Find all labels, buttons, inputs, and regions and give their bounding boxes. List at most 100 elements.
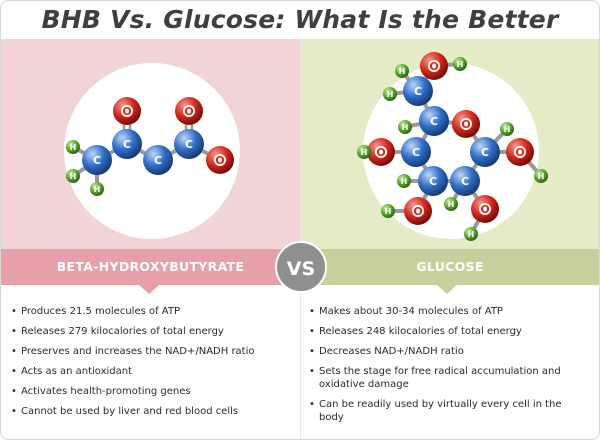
atom-label: H <box>361 148 368 157</box>
atom-label: C <box>185 138 193 151</box>
atom-label: O <box>515 146 524 159</box>
carbon-atom: C <box>82 145 112 175</box>
carbon-atom: C <box>450 166 480 196</box>
oxygen-atom: O <box>206 146 234 174</box>
atom-label: O <box>184 105 193 118</box>
atom-label: O <box>461 118 470 131</box>
bhb-fact-list: Produces 21.5 molecules of ATP Releases … <box>11 305 291 425</box>
list-item: Decreases NAD+/NADH ratio <box>309 345 589 358</box>
atom-label: O <box>122 105 131 118</box>
oxygen-atom: O <box>113 97 141 125</box>
hydrogen-atom: H <box>381 204 395 218</box>
atom-label: O <box>215 154 224 167</box>
list-item: Can be readily used by virtually every c… <box>309 398 589 424</box>
bhb-heading-pointer <box>139 285 159 294</box>
list-item: Produces 21.5 molecules of ATP <box>11 305 291 318</box>
atom-label: H <box>387 90 394 99</box>
hydrogen-atom: H <box>453 57 467 71</box>
atom-label: H <box>70 143 77 152</box>
carbon-atom: C <box>174 129 204 159</box>
list-item: Releases 279 kilocalories of total energ… <box>11 325 291 338</box>
atom-label: C <box>414 85 422 98</box>
atom-label: H <box>504 125 511 134</box>
oxygen-atom-center <box>183 105 195 117</box>
oxygen-atom: O <box>471 195 499 223</box>
atom-label: H <box>457 60 464 69</box>
atom-label: O <box>429 60 438 73</box>
hydrogen-atom: H <box>357 145 371 159</box>
atom-label: H <box>402 123 409 132</box>
atom-label: C <box>430 115 438 128</box>
oxygen-atom-center <box>375 146 387 158</box>
carbon-atom: C <box>112 129 142 159</box>
oxygen-atom: O <box>367 138 395 166</box>
hydrogen-atom: H <box>398 120 412 134</box>
bhb-heading: BETA-HYDROXYBUTYRATE <box>1 249 300 285</box>
list-item: Preserves and increases the NAD+/NADH ra… <box>11 345 291 358</box>
atom-label: H <box>538 172 545 181</box>
atom-label: C <box>429 175 437 188</box>
hydrogen-atom: H <box>66 169 80 183</box>
carbon-atom: C <box>401 137 431 167</box>
glucose-heading: GLUCOSE <box>301 249 599 285</box>
hydrogen-atom: H <box>534 169 548 183</box>
atom-label: H <box>385 207 392 216</box>
oxygen-atom-center <box>121 105 133 117</box>
carbon-atom: C <box>143 145 173 175</box>
carbon-atom: C <box>418 166 448 196</box>
bhb-molecule-panel: C C C C O O O H H H <box>1 39 300 249</box>
atom-label: O <box>376 146 385 159</box>
oxygen-atom-center <box>428 60 440 72</box>
hydrogen-atom: H <box>464 227 478 241</box>
list-item: Makes about 30-34 molecules of ATP <box>309 305 589 318</box>
list-item: Releases 248 kilocalories of total energ… <box>309 325 589 338</box>
oxygen-atom-center <box>460 118 472 130</box>
atom-label: C <box>93 154 101 167</box>
oxygen-atom-center <box>214 154 226 166</box>
glucose-fact-list: Makes about 30-34 molecules of ATP Relea… <box>309 305 589 431</box>
oxygen-atom: O <box>175 97 203 125</box>
atom-label: H <box>94 185 101 194</box>
oxygen-atom: O <box>452 110 480 138</box>
vs-badge: VS <box>275 241 327 293</box>
atom-label: C <box>461 175 469 188</box>
carbon-atom: C <box>419 106 449 136</box>
hydrogen-atom: H <box>90 182 104 196</box>
list-item: Sets the stage for free radical accumula… <box>309 365 589 391</box>
atom-label: C <box>412 146 420 159</box>
carbon-atom: C <box>403 76 433 106</box>
page-title: BHB Vs. Glucose: What Is the Better Fuel… <box>41 5 559 72</box>
oxygen-atom: O <box>404 197 432 225</box>
atom-label: O <box>480 203 489 216</box>
oxygen-atom-center <box>412 205 424 217</box>
list-item: Activates health-promoting genes <box>11 385 291 398</box>
hydrogen-atom: H <box>500 122 514 136</box>
atom-label: H <box>468 230 475 239</box>
hydrogen-atom: H <box>397 174 411 188</box>
atom-label: C <box>481 146 489 159</box>
oxygen-atom: O <box>506 138 534 166</box>
bhb-molecule-diagram: C C C C O O O H H H <box>66 97 234 196</box>
carbon-atom: C <box>470 137 500 167</box>
list-item: Acts as an antioxidant <box>11 365 291 378</box>
list-item: Cannot be used by liver and red blood ce… <box>11 405 291 418</box>
oxygen-atom-center <box>514 146 526 158</box>
atom-label: H <box>399 67 406 76</box>
hydrogen-atom: H <box>395 64 409 78</box>
hydrogen-atom: H <box>66 140 80 154</box>
atom-label: C <box>154 154 162 167</box>
glucose-heading-pointer <box>437 285 457 294</box>
atom-label: C <box>123 138 131 151</box>
hydrogen-atom: H <box>383 87 397 101</box>
oxygen-atom: O <box>420 52 448 80</box>
atom-label: H <box>401 177 408 186</box>
hydrogen-atom: H <box>444 197 458 211</box>
oxygen-atom-center <box>479 203 491 215</box>
atom-label: H <box>70 172 77 181</box>
column-divider <box>300 39 301 439</box>
atom-label: H <box>448 200 455 209</box>
atom-label: O <box>413 205 422 218</box>
